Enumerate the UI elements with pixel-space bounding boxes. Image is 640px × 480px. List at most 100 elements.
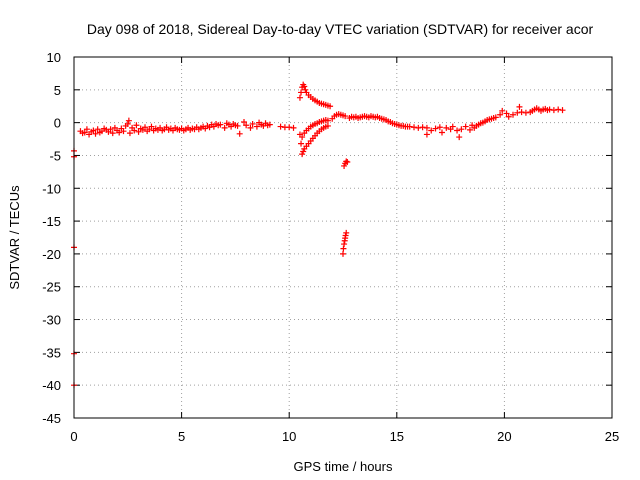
data-point — [343, 158, 350, 165]
data-point — [299, 151, 306, 158]
y-tick-label: 5 — [54, 83, 61, 98]
data-point — [458, 126, 465, 133]
data-point — [522, 109, 529, 116]
data-point — [133, 122, 140, 129]
data-point — [342, 113, 349, 120]
data-point — [492, 114, 499, 121]
data-point — [253, 123, 260, 130]
y-tick-label: 0 — [54, 116, 61, 131]
data-point — [344, 159, 351, 166]
y-tick-label: -15 — [42, 214, 61, 229]
data-point — [234, 122, 241, 129]
data-point — [550, 107, 557, 114]
grid — [74, 57, 612, 418]
y-tick-label: -35 — [42, 345, 61, 360]
data-point — [124, 120, 131, 127]
data-point — [438, 129, 445, 136]
data-point — [456, 134, 463, 141]
data-point — [555, 106, 562, 113]
data-point — [423, 131, 430, 138]
data-point — [343, 229, 350, 236]
data-point — [443, 124, 450, 131]
data-point — [449, 123, 456, 130]
data-point — [415, 124, 422, 131]
data-point — [324, 117, 331, 124]
y-axis-label: SDTVAR / TECUs — [7, 185, 22, 290]
plot-frame — [73, 56, 613, 419]
data-point — [411, 124, 418, 131]
data-point — [286, 124, 293, 131]
data-point — [266, 121, 273, 128]
data-point — [419, 124, 426, 131]
data-point — [142, 124, 149, 131]
data-point — [301, 83, 308, 90]
data-point — [302, 86, 309, 93]
data-point — [148, 123, 155, 130]
chart-title: Day 098 of 2018, Sidereal Day-to-day VTE… — [87, 21, 594, 37]
data-point — [499, 107, 506, 114]
data-point — [423, 124, 430, 131]
data-point — [243, 122, 250, 129]
x-tick-label: 20 — [497, 429, 511, 444]
data-point — [90, 127, 97, 134]
data-point — [217, 121, 224, 128]
data-point — [559, 107, 566, 114]
data-point — [125, 117, 132, 124]
data-point — [298, 140, 305, 147]
data-point — [126, 130, 133, 137]
data-point — [327, 103, 334, 110]
data-point — [454, 127, 461, 134]
data-point — [341, 162, 348, 169]
data-point — [299, 134, 306, 141]
data-point — [503, 110, 510, 117]
x-axis-label: GPS time / hours — [294, 459, 393, 474]
data-point — [324, 122, 331, 129]
data-point — [241, 118, 248, 125]
y-tick-label: 10 — [47, 50, 61, 65]
data-point — [116, 129, 123, 136]
data-point — [497, 111, 504, 118]
data-point — [94, 126, 101, 133]
y-tick-label: -45 — [42, 411, 61, 426]
data-point — [298, 89, 305, 96]
data-point — [131, 127, 138, 134]
data-point — [236, 130, 243, 137]
data-point — [546, 106, 553, 113]
data-point — [428, 127, 435, 134]
x-tick-label: 25 — [605, 429, 619, 444]
data-point — [290, 124, 297, 131]
x-tick-label: 15 — [390, 429, 404, 444]
x-tick-label: 10 — [282, 429, 296, 444]
data-point — [340, 245, 347, 252]
data-points — [71, 81, 566, 389]
x-tick-label: 0 — [70, 429, 77, 444]
data-point — [510, 111, 517, 118]
y-tick-label: -5 — [49, 148, 61, 163]
data-point — [83, 126, 90, 133]
data-point — [277, 123, 284, 130]
data-point — [120, 128, 127, 135]
data-point — [107, 126, 114, 133]
data-point — [109, 130, 116, 137]
data-point — [436, 124, 443, 131]
data-point — [432, 125, 439, 132]
data-point — [296, 94, 303, 101]
y-tick-label: -20 — [42, 247, 61, 262]
data-point — [249, 120, 256, 127]
data-point — [462, 123, 469, 130]
data-point — [341, 241, 348, 248]
data-point — [135, 128, 142, 135]
data-point — [466, 126, 473, 133]
x-tick-label: 5 — [178, 429, 185, 444]
y-tick-label: -25 — [42, 280, 61, 295]
data-point — [342, 232, 349, 239]
y-tick-label: -30 — [42, 313, 61, 328]
data-point — [406, 123, 413, 130]
data-point — [516, 103, 523, 110]
data-point — [81, 129, 88, 136]
y-tick-label: -10 — [42, 181, 61, 196]
data-point — [92, 130, 99, 137]
data-point — [505, 113, 512, 120]
data-point — [247, 124, 254, 131]
